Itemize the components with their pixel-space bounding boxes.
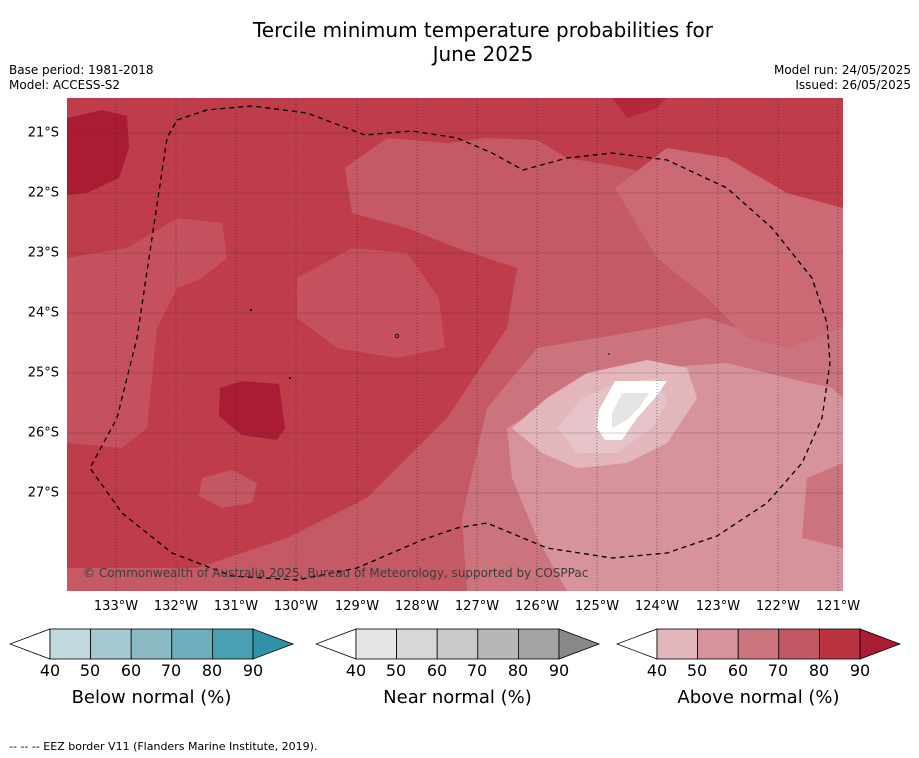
cbar-tick: 70: [160, 661, 182, 680]
lat-label: 22°S: [27, 185, 59, 201]
lon-label: 127°W: [454, 599, 500, 614]
colorbar-segment: [436, 628, 479, 660]
eez-border: [89, 105, 831, 581]
cbar-tick: 60: [120, 661, 142, 680]
model-name: Model: ACCESS-S2: [9, 78, 121, 92]
colorbar-label-near: Near normal (%): [383, 687, 532, 708]
colorbar-segment: [396, 628, 438, 660]
region-above-60-east: [615, 148, 843, 348]
colorbar-label-above: Above normal (%): [677, 687, 840, 708]
cbar-tick: 90: [849, 661, 871, 680]
lon-label: 128°W: [394, 599, 440, 614]
region-above-90-center: [219, 381, 285, 440]
cbar-tick: 40: [39, 661, 61, 680]
colorbar-extend-low: [616, 628, 658, 660]
colorbar-segment: [818, 628, 861, 660]
colorbar-extend-high: [558, 628, 601, 660]
cbar-tick: 80: [808, 661, 830, 680]
cbar-tick: 90: [242, 661, 264, 680]
lon-label: 131°W: [213, 599, 259, 614]
island-marker: [394, 333, 400, 339]
lat-label: 25°S: [27, 365, 59, 381]
cbar-tick: 80: [507, 661, 529, 680]
chart-title: Tercile minimum temperature probabilitie…: [0, 18, 919, 66]
colorbar-segment: [697, 628, 739, 660]
colorbar-segment: [211, 628, 254, 660]
lon-label: 130°W: [273, 599, 319, 614]
colorbar-extend-high: [252, 628, 295, 660]
meta-left: Base period: 1981-2018 Model: ACCESS-S2: [9, 63, 154, 93]
lat-label: 21°S: [27, 125, 59, 141]
region-above-70-d: [199, 470, 257, 508]
title-line-2: June 2025: [432, 42, 534, 66]
island-marker: [289, 377, 291, 379]
region-above-90-top: [612, 98, 667, 118]
colorbar-segment: [171, 628, 213, 660]
region-above-90-nw: [67, 110, 129, 195]
region-above-70-b: [67, 218, 227, 448]
lon-label: 132°W: [153, 599, 199, 614]
colorbar-near-normal: [315, 628, 601, 660]
island-marker: [608, 353, 610, 355]
copyright-notice: © Commonwealth of Australia 2025, Bureau…: [83, 566, 589, 580]
eez-footnote: -- -- -- EEZ border V11 (Flanders Marine…: [9, 740, 318, 753]
title-line-1: Tercile minimum temperature probabilitie…: [252, 18, 714, 42]
cbar-tick: 70: [767, 661, 789, 680]
meta-right: Model run: 24/05/2025 Issued: 26/05/2025: [774, 63, 911, 93]
colorbar-extend-low: [9, 628, 51, 660]
region-above-70-c: [297, 248, 445, 358]
lat-label: 23°S: [27, 245, 59, 261]
lon-label: 133°W: [93, 599, 139, 614]
island-marker: [250, 309, 252, 311]
cbar-tick: 40: [646, 661, 668, 680]
colorbar-segment: [130, 628, 173, 660]
cbar-tick: 60: [426, 661, 448, 680]
cbar-tick: 40: [345, 661, 367, 680]
lon-label: 126°W: [514, 599, 560, 614]
lon-label: 129°W: [334, 599, 380, 614]
colorbar-segment: [49, 628, 91, 660]
model-run: Model run: 24/05/2025: [773, 63, 911, 77]
colorbar-below-normal: [9, 628, 295, 660]
colorbar-segment: [656, 628, 698, 660]
lon-label: 124°W: [634, 599, 680, 614]
lon-label: 122°W: [755, 599, 801, 614]
lon-label: 121°W: [815, 599, 861, 614]
colorbar-segment: [778, 628, 820, 660]
cbar-tick: 90: [548, 661, 570, 680]
cbar-tick: 70: [466, 661, 488, 680]
colorbar-label-below: Below normal (%): [71, 687, 232, 708]
colorbar-above-normal: [616, 628, 902, 660]
meridians: [115, 98, 839, 591]
graticule: [67, 132, 843, 494]
colorbar-segment: [517, 628, 560, 660]
colorbar-extend-high: [859, 628, 902, 660]
base-period: Base period: 1981-2018: [9, 63, 154, 77]
issued-date: Issued: 26/05/2025: [795, 78, 911, 92]
lat-label: 26°S: [27, 425, 59, 441]
probability-map: [67, 98, 843, 591]
colorbar-segment: [355, 628, 397, 660]
colorbar-segment: [737, 628, 780, 660]
lat-label: 24°S: [27, 305, 59, 321]
cbar-tick: 50: [385, 661, 407, 680]
cbar-tick: 80: [201, 661, 223, 680]
cbar-tick: 50: [79, 661, 101, 680]
lon-label: 125°W: [574, 599, 620, 614]
colorbar-segment: [477, 628, 519, 660]
region-near-normal: [612, 393, 649, 428]
cbar-tick: 60: [727, 661, 749, 680]
lon-label: 123°W: [695, 599, 741, 614]
colorbar-segment: [90, 628, 132, 660]
colorbar-extend-low: [315, 628, 357, 660]
cbar-tick: 50: [686, 661, 708, 680]
lat-label: 27°S: [27, 485, 59, 501]
